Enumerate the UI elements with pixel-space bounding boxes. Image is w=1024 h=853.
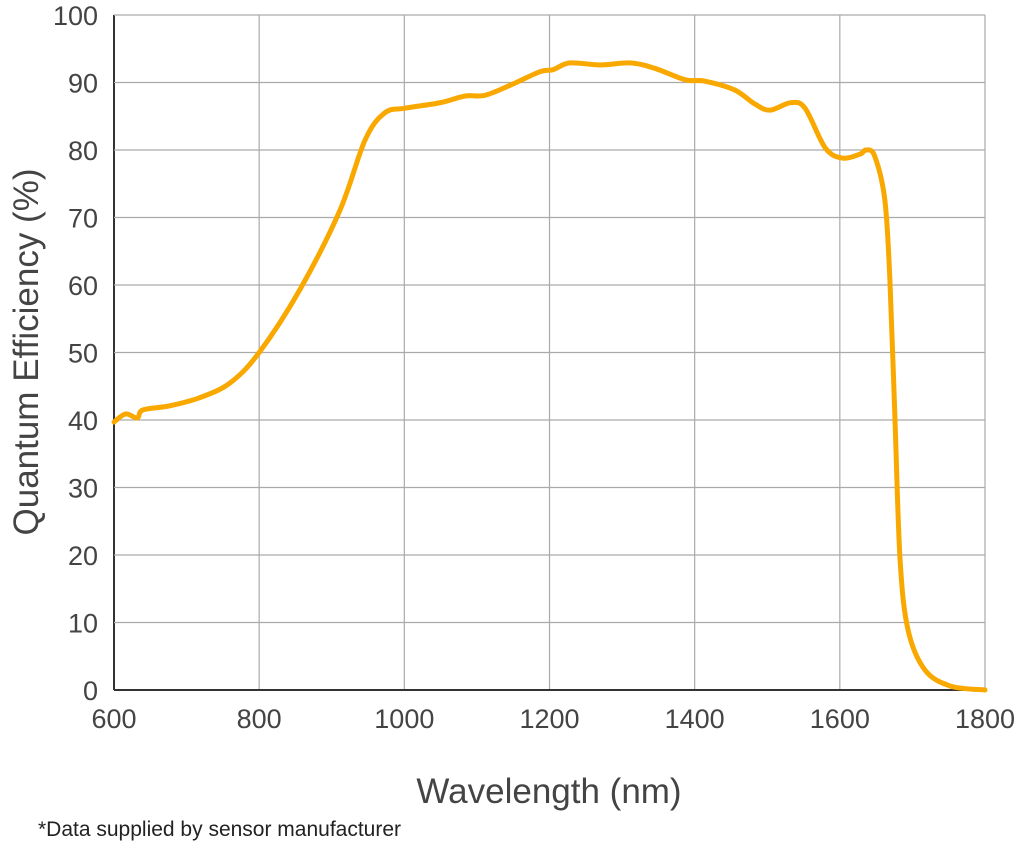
x-tick-label: 1800 [955, 704, 1015, 734]
y-tick-label: 50 [68, 339, 98, 369]
x-tick-label: 1400 [665, 704, 725, 734]
x-tick-label: 1600 [810, 704, 870, 734]
y-tick-label: 40 [68, 406, 98, 436]
tick-labels: 600 800 1000 1200 1400 1600 1800 0 10 20 30 40 50 60 7… [53, 1, 1015, 734]
y-tick-label: 90 [68, 69, 98, 99]
y-tick-label: 0 [83, 676, 98, 706]
y-tick-label: 30 [68, 474, 98, 504]
y-tick-label: 70 [68, 204, 98, 234]
y-tick-label: 20 [68, 541, 98, 571]
y-tick-label: 100 [53, 1, 98, 31]
x-tick-label: 1200 [519, 704, 579, 734]
x-tick-label: 600 [91, 704, 136, 734]
y-tick-label: 60 [68, 271, 98, 301]
y-axis-label: Quantum Efficiency (%) [7, 169, 46, 536]
footnote: *Data supplied by sensor manufacturer [38, 818, 402, 841]
x-axis-label: Wavelength (nm) [416, 772, 681, 811]
grid [113, 14, 986, 691]
y-tick-label: 80 [68, 136, 98, 166]
x-tick-label: 800 [237, 704, 282, 734]
x-tick-label: 1000 [374, 704, 434, 734]
qe-curve-line [111, 60, 988, 693]
y-tick-label: 10 [68, 609, 98, 639]
